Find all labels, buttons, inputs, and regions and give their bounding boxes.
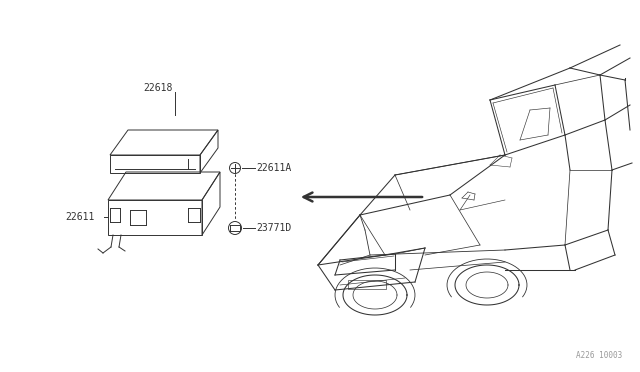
Text: 22618: 22618 <box>143 83 172 93</box>
Text: A226 10003: A226 10003 <box>576 352 622 360</box>
Bar <box>348 280 386 289</box>
Text: 23771D: 23771D <box>256 223 291 233</box>
Text: 22611: 22611 <box>65 212 94 222</box>
Text: 22611A: 22611A <box>256 163 291 173</box>
